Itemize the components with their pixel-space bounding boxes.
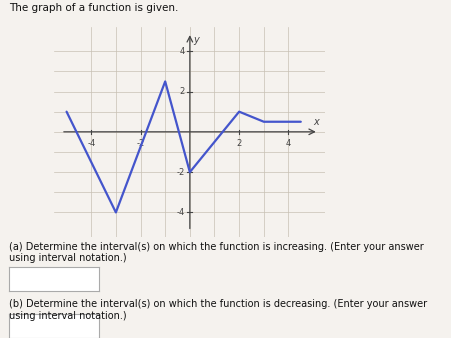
Text: 2: 2 bbox=[236, 139, 241, 148]
Text: y: y bbox=[193, 35, 199, 45]
Text: The graph of a function is given.: The graph of a function is given. bbox=[9, 3, 178, 14]
Text: 4: 4 bbox=[285, 139, 290, 148]
Text: x: x bbox=[313, 117, 318, 127]
Text: (b) Determine the interval(s) on which the function is decreasing. (Enter your a: (b) Determine the interval(s) on which t… bbox=[9, 299, 426, 321]
Text: -2: -2 bbox=[136, 139, 144, 148]
Text: -2: -2 bbox=[176, 168, 184, 177]
Text: -4: -4 bbox=[87, 139, 95, 148]
Text: -4: -4 bbox=[176, 208, 184, 217]
Text: (a) Determine the interval(s) on which the function is increasing. (Enter your a: (a) Determine the interval(s) on which t… bbox=[9, 242, 423, 263]
Text: 4: 4 bbox=[179, 47, 184, 56]
Text: 2: 2 bbox=[179, 87, 184, 96]
